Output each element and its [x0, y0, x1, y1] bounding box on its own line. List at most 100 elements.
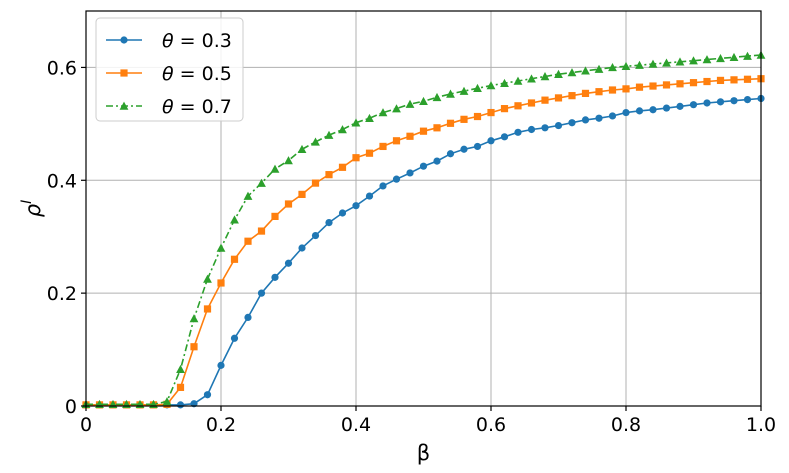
- legend-entry: θ = 0.7: [106, 96, 232, 118]
- data-point: [379, 142, 387, 151]
- data-point: [460, 115, 468, 123]
- data-point: [527, 74, 536, 83]
- data-point: [459, 86, 469, 95]
- data-point: [446, 89, 455, 98]
- x-tick-label: 0.8: [611, 414, 641, 436]
- data-point: [622, 85, 630, 93]
- data-point: [433, 124, 441, 132]
- data-point: [352, 154, 360, 162]
- x-tick-label: 0.6: [476, 414, 506, 436]
- data-point: [365, 149, 374, 157]
- data-point: [257, 178, 266, 187]
- data-point: [486, 81, 496, 90]
- data-point: [689, 79, 698, 87]
- legend-label: θ = 0.7: [162, 96, 232, 118]
- data-point: [581, 89, 590, 97]
- legend-theta: θ: [162, 96, 174, 118]
- data-point: [352, 202, 360, 210]
- y-axis-label-symbol: ρ: [21, 203, 45, 217]
- data-point: [513, 76, 523, 85]
- data-point: [176, 401, 185, 409]
- data-point: [716, 76, 725, 85]
- data-point: [392, 104, 401, 113]
- data-point: [325, 171, 333, 179]
- data-point: [500, 133, 509, 141]
- data-point: [608, 86, 617, 94]
- data-point: [662, 81, 671, 89]
- data-point: [554, 94, 563, 102]
- data-point: [554, 69, 563, 78]
- data-point: [392, 175, 401, 183]
- data-point: [190, 343, 198, 351]
- legend-marker: [119, 101, 129, 110]
- data-point: [703, 99, 711, 107]
- data-point: [702, 55, 712, 64]
- data-point: [608, 112, 617, 120]
- data-point: [676, 80, 684, 88]
- data-point: [541, 124, 549, 132]
- data-point: [419, 127, 428, 135]
- data-point: [257, 289, 266, 297]
- legend-marker: [120, 69, 128, 77]
- data-point: [446, 150, 455, 158]
- data-point: [284, 156, 293, 165]
- data-point: [743, 51, 752, 60]
- data-point: [284, 200, 293, 208]
- data-point: [581, 116, 590, 124]
- data-point: [662, 58, 671, 67]
- data-point: [743, 95, 752, 104]
- data-point: [446, 119, 455, 127]
- data-point: [432, 92, 442, 102]
- data-point: [406, 132, 414, 140]
- data-point: [500, 78, 509, 87]
- data-point: [406, 169, 414, 177]
- data-point: [514, 128, 522, 136]
- legend-box: [95, 17, 244, 122]
- data-point: [419, 96, 428, 106]
- y-axis-label: ρI: [19, 200, 45, 217]
- data-point: [635, 107, 644, 115]
- data-point: [203, 274, 212, 283]
- data-point: [473, 142, 482, 151]
- data-point: [729, 52, 739, 62]
- data-point: [716, 98, 725, 106]
- data-point: [635, 83, 644, 91]
- data-point: [500, 105, 509, 113]
- data-point: [541, 96, 549, 104]
- data-point: [689, 101, 698, 109]
- data-point: [594, 64, 604, 73]
- data-point: [365, 113, 374, 122]
- data-point: [297, 144, 307, 153]
- data-point: [271, 273, 279, 281]
- data-point: [230, 215, 239, 224]
- x-tick-label: 0.4: [341, 414, 371, 436]
- data-point: [203, 391, 212, 399]
- data-point: [540, 72, 550, 81]
- data-point: [662, 104, 671, 112]
- data-point: [473, 112, 482, 121]
- data-point: [338, 163, 347, 171]
- data-point: [176, 383, 185, 391]
- legend-theta: θ: [162, 30, 174, 52]
- data-point: [568, 119, 576, 127]
- legend-value: = 0.5: [174, 63, 232, 85]
- y-tick-label: 0.6: [47, 57, 77, 79]
- data-point: [284, 259, 293, 267]
- data-point: [203, 305, 212, 313]
- data-point: [189, 314, 199, 323]
- data-point: [257, 227, 266, 235]
- data-point: [608, 63, 617, 72]
- data-point: [298, 244, 306, 252]
- x-tick-label: 0: [80, 414, 92, 436]
- data-point: [365, 192, 374, 200]
- data-point: [419, 162, 428, 170]
- data-point: [324, 130, 334, 139]
- data-point: [271, 212, 279, 220]
- legend-label: θ = 0.3: [162, 30, 232, 52]
- series-2: [82, 75, 765, 409]
- data-point: [433, 157, 441, 165]
- data-point: [460, 145, 468, 153]
- data-point: [730, 76, 738, 84]
- legend: θ = 0.3θ = 0.5θ = 0.7: [95, 17, 244, 122]
